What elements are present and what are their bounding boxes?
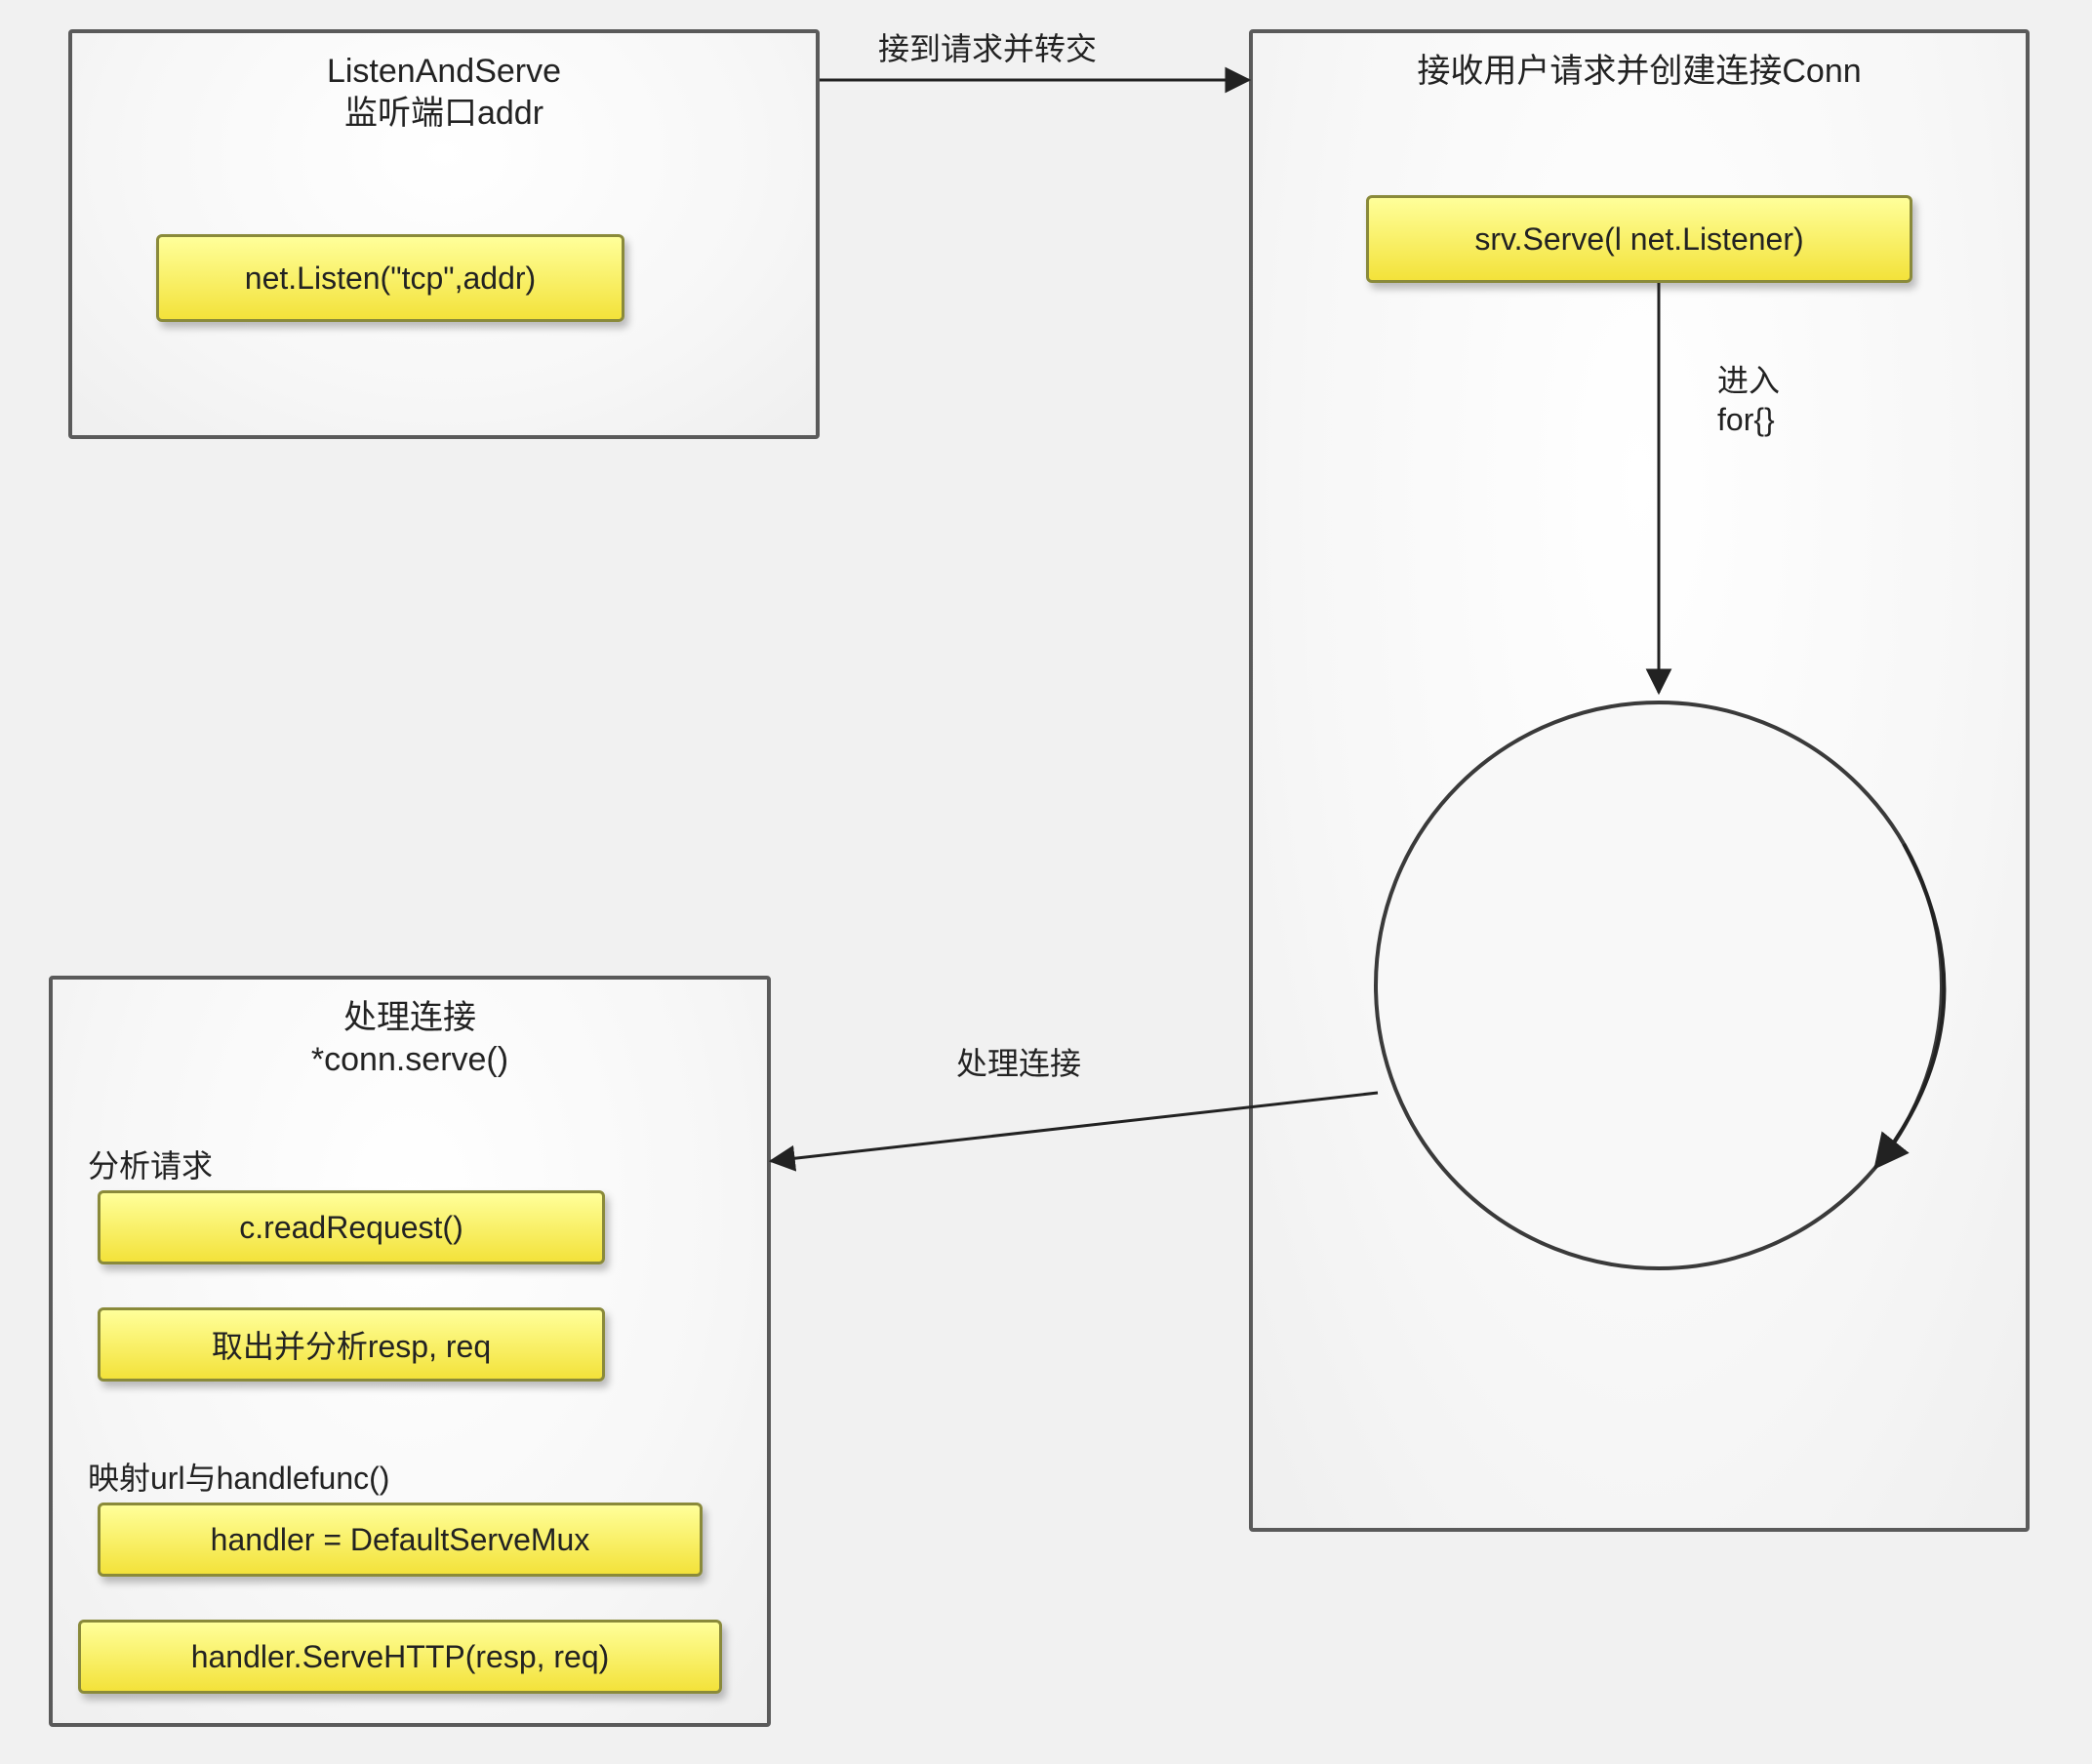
code-serve-http: handler.ServeHTTP(resp, req) [78,1620,722,1694]
code-parse-resp-req: 取出并分析resp, req [98,1307,605,1382]
code-go-c-serve: go c.serve() [1444,1063,1873,1128]
keyword-go: go [1576,1078,1614,1114]
panel-listen-title-line2: 监听端口addr [72,93,816,135]
code-srv-serve: srv.Serve(l net.Listener) [1366,195,1912,283]
edge-label-enter-for: 进入 for{} [1717,361,1780,439]
panel-listen-title-line1: ListenAndServe [72,51,816,93]
code-srv-newconn: c := srv.NewConn() [1444,956,1873,1021]
label-analyze-request: 分析请求 [88,1142,213,1186]
panel-serve-title: 处理连接 *conn.serve() [53,997,767,1080]
code-default-servemux: handler = DefaultServeMux [98,1503,703,1577]
code-net-listen: net.Listen("tcp",addr) [156,234,624,322]
code-read-request: c.readRequest() [98,1190,605,1264]
edge-label-enter-for-line2: for{} [1717,400,1780,439]
edge-label-receive-forward: 接到请求并转交 [878,29,1097,68]
edge-label-enter-for-line1: 进入 [1717,361,1780,400]
edge-label-handle-conn: 处理连接 [956,1044,1081,1083]
panel-serve-title-line2: *conn.serve() [53,1039,767,1081]
label-map-url-handlefunc: 映射url与handlefunc() [88,1454,389,1499]
diagram-canvas: ListenAndServe 监听端口addr 接收用户请求并创建连接Conn … [0,0,2092,1764]
code-l-accept: rw := l.Accept() [1444,849,1873,913]
panel-listen-title: ListenAndServe 监听端口addr [72,51,816,134]
panel-serve-title-line1: 处理连接 [53,997,767,1039]
panel-conn-title: 接收用户请求并创建连接Conn [1253,51,2026,93]
code-c-serve-suffix: c.serve() [1614,1078,1743,1114]
